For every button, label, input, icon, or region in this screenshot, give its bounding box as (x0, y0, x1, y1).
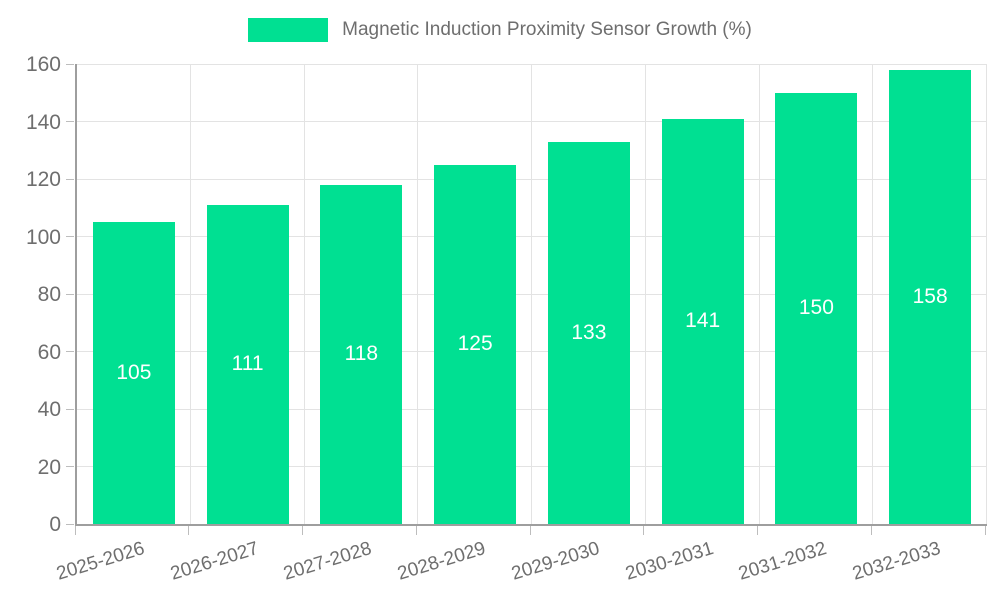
y-axis-tick (66, 63, 74, 65)
x-axis-tick (529, 526, 531, 535)
x-axis-tick (643, 526, 645, 535)
bar-value-label: 150 (798, 296, 834, 320)
y-axis-label: 140 (25, 110, 61, 134)
y-axis-label: 60 (37, 340, 61, 364)
y-gridline (77, 408, 987, 410)
plot-area: 105 111 118 125 133 141 150 158 (75, 63, 987, 526)
legend-series-label: Magnetic Induction Proximity Sensor Grow… (342, 19, 752, 40)
bar-value-label: 141 (685, 309, 721, 333)
x-gridline (303, 64, 305, 524)
y-axis-tick (66, 178, 74, 180)
x-gridline (872, 64, 874, 524)
y-axis-label: 120 (25, 168, 61, 191)
y-axis-tick (66, 408, 74, 410)
y-gridline (77, 293, 987, 295)
x-axis-tick (757, 526, 758, 535)
x-gridline (758, 64, 760, 524)
x-gridline (531, 64, 532, 524)
bar-2032-2033[interactable]: 158 (889, 69, 972, 524)
bar-2030-2031[interactable]: 141 (661, 118, 744, 524)
y-gridline (77, 121, 987, 122)
y-axis-label: 40 (37, 398, 61, 421)
bar-2029-2030[interactable]: 133 (547, 141, 630, 524)
y-axis-label: 80 (37, 283, 61, 306)
y-axis-label: 160 (25, 53, 61, 76)
y-axis-tick (66, 351, 74, 352)
x-axis-tick (415, 526, 417, 535)
bar-2027-2028[interactable]: 118 (320, 184, 403, 524)
x-axis-tick (984, 526, 986, 535)
y-axis-tick (66, 293, 74, 295)
x-axis-tick (188, 526, 190, 535)
y-axis-tick (66, 121, 74, 122)
x-axis-tick (302, 526, 303, 535)
bar-2028-2029[interactable]: 125 (434, 164, 517, 524)
x-gridline (986, 64, 987, 524)
y-gridline (77, 236, 987, 237)
y-axis-tick (66, 466, 74, 467)
bar-2026-2027[interactable]: 111 (206, 204, 289, 524)
bar-value-label: 125 (457, 332, 493, 356)
y-axis-label: 100 (25, 225, 61, 249)
legend-swatch (248, 18, 329, 42)
x-axis-tick (74, 526, 76, 535)
bar-2025-2026[interactable]: 105 (92, 222, 175, 524)
x-axis-tick (870, 526, 872, 535)
y-gridline (77, 351, 987, 352)
y-gridline (77, 63, 987, 65)
x-gridline (417, 64, 419, 524)
legend[interactable]: Magnetic Induction Proximity Sensor Grow… (0, 18, 1000, 42)
bar-value-label: 118 (344, 342, 379, 366)
bar-value-label: 105 (116, 361, 152, 385)
y-gridline (77, 178, 987, 180)
x-gridline (189, 64, 191, 524)
bar-value-label: 111 (231, 352, 264, 376)
y-axis-tick (66, 236, 74, 237)
bar-value-label: 133 (571, 320, 607, 344)
y-axis-label: 0 (49, 513, 61, 536)
y-axis-tick (66, 523, 74, 525)
y-axis-label: 20 (37, 455, 61, 479)
y-gridline (77, 466, 987, 467)
x-gridline (644, 64, 646, 524)
bar-value-label: 158 (912, 284, 948, 308)
bar-2031-2032[interactable]: 150 (775, 92, 858, 524)
